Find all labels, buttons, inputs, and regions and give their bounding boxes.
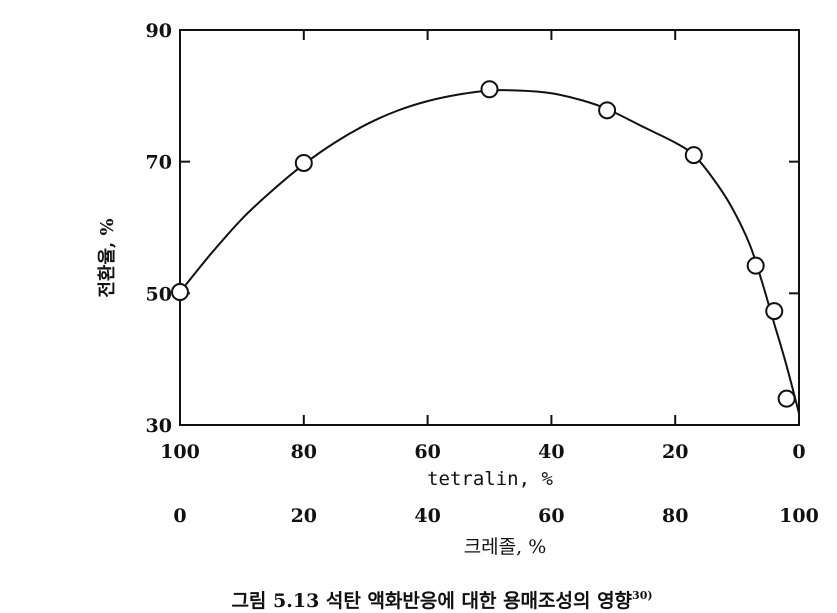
x-tick-label-cresol: 80 [662, 505, 688, 527]
data-point [294, 153, 313, 172]
data-point-layer [171, 80, 796, 408]
y-tick-label: 50 [146, 283, 172, 305]
y-tick-label: 30 [146, 415, 172, 437]
x-tick-label-cresol: 100 [779, 505, 819, 527]
y-tick-label: 90 [146, 20, 172, 42]
data-point [684, 146, 703, 165]
y-axis-title: 전환율, % [96, 218, 118, 297]
data-point [480, 80, 499, 99]
tick-label-layer: 30 50 70 90 100 80 60 40 20 0 0 20 40 60 80 100 [146, 20, 819, 527]
x-tick-label-cresol: 20 [291, 505, 317, 527]
x-tick-label-cresol: 60 [538, 505, 564, 527]
data-point [746, 256, 765, 275]
y-tick-label: 70 [146, 152, 172, 174]
data-point [171, 283, 189, 302]
x-tick-label-tetralin: 80 [291, 441, 317, 463]
x-tick-label-tetralin: 40 [538, 441, 564, 463]
data-point [777, 389, 796, 408]
figure-caption-ref: 30) [632, 589, 653, 602]
x-tick-label-cresol: 0 [173, 505, 186, 527]
data-point [765, 302, 784, 321]
x-tick-label-tetralin: 0 [792, 441, 805, 463]
figure-caption-text: 그림 5.13 석탄 액화반응에 대한 용매조성의 영향 [231, 590, 632, 612]
figure-caption: 그림 5.13 석탄 액화반응에 대한 용매조성의 영향30) [231, 589, 652, 612]
data-point [598, 101, 617, 120]
x-tick-label-tetralin: 20 [662, 441, 688, 463]
plot-frame-rect [179, 29, 800, 426]
x-axis-title-cresol: 크레졸, % [464, 536, 547, 558]
x-tick-label-tetralin: 60 [414, 441, 440, 463]
x-axis-title-tetralin: tetralin, % [427, 468, 553, 490]
fit-curve [179, 89, 800, 414]
x-tick-label-tetralin: 100 [160, 441, 200, 463]
x-tick-label-cresol: 40 [414, 505, 440, 527]
plot-frame [179, 29, 800, 426]
fit-curve-layer [179, 89, 800, 414]
